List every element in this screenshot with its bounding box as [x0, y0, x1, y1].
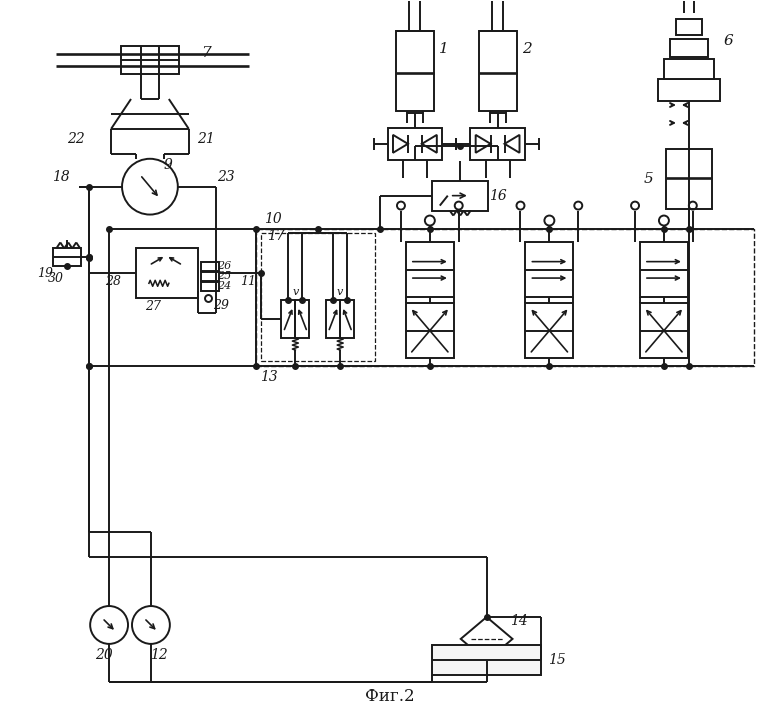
Bar	[282, 300, 296, 338]
Text: v: v	[292, 287, 299, 297]
Text: 22: 22	[67, 132, 85, 146]
Text: 28: 28	[105, 275, 121, 288]
Bar	[200, 282, 218, 292]
Text: 13: 13	[260, 370, 278, 384]
Text: 12: 12	[150, 648, 168, 662]
Bar	[53, 248, 81, 266]
Bar	[261, 233, 375, 361]
Text: 2: 2	[522, 42, 531, 56]
Bar	[658, 79, 720, 101]
Text: 25: 25	[218, 271, 232, 281]
Bar	[200, 272, 218, 281]
Bar	[432, 645, 541, 675]
Text: 27: 27	[145, 299, 161, 313]
Bar	[676, 19, 702, 35]
Bar	[296, 300, 310, 338]
Text: 20: 20	[95, 648, 113, 662]
Text: 5: 5	[644, 172, 654, 186]
Text: 17: 17	[267, 230, 285, 243]
Text: 15: 15	[548, 653, 566, 667]
Bar	[340, 300, 354, 338]
Bar	[396, 32, 434, 111]
Bar	[121, 46, 179, 74]
Text: 21: 21	[197, 132, 215, 146]
Text: 11: 11	[240, 275, 257, 288]
Bar	[388, 128, 442, 160]
Bar	[526, 243, 573, 297]
Text: 29: 29	[213, 299, 229, 312]
Bar	[136, 248, 198, 298]
Text: 30: 30	[48, 272, 64, 285]
Text: 16: 16	[489, 189, 506, 202]
Bar	[526, 303, 573, 358]
Text: 19: 19	[37, 267, 53, 280]
Bar	[670, 39, 707, 57]
Bar	[479, 32, 516, 111]
Bar	[640, 243, 688, 297]
Bar	[406, 243, 454, 297]
Bar	[406, 303, 454, 358]
Text: v: v	[337, 287, 343, 297]
Text: 24: 24	[218, 281, 232, 292]
Bar	[470, 128, 525, 160]
Text: 6: 6	[724, 34, 733, 48]
Text: 18: 18	[52, 169, 70, 184]
Text: 26: 26	[218, 261, 232, 271]
Bar	[256, 228, 753, 366]
Bar	[410, 0, 420, 32]
Text: Фиг.2: Фиг.2	[365, 688, 415, 705]
Text: 1: 1	[439, 42, 448, 56]
Bar	[664, 59, 714, 79]
Bar	[492, 0, 503, 32]
Text: 23: 23	[217, 169, 235, 184]
Text: 7: 7	[200, 46, 211, 60]
Text: 14: 14	[509, 614, 527, 628]
Text: 9: 9	[164, 158, 172, 172]
Bar	[326, 300, 340, 338]
Bar	[200, 262, 218, 271]
Bar	[640, 303, 688, 358]
Text: 10: 10	[264, 212, 282, 225]
Bar	[666, 149, 712, 209]
Bar	[432, 181, 488, 210]
